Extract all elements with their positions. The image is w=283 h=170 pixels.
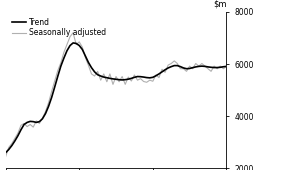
Seasonally adjusted	[191, 68, 194, 70]
Trend	[191, 67, 194, 69]
Trend	[4, 152, 7, 154]
Seasonally adjusted	[225, 66, 228, 68]
Trend	[53, 86, 56, 88]
Trend	[81, 48, 84, 50]
Seasonally adjusted	[206, 68, 210, 70]
Trend	[71, 42, 75, 44]
Trend	[197, 65, 200, 67]
Line: Seasonally adjusted: Seasonally adjusted	[6, 33, 226, 157]
Trend	[117, 79, 121, 81]
Seasonally adjusted	[197, 65, 200, 67]
Trend	[225, 65, 228, 67]
Legend: Trend, Seasonally adjusted: Trend, Seasonally adjusted	[12, 17, 107, 38]
Seasonally adjusted	[4, 156, 7, 158]
Line: Trend: Trend	[6, 43, 226, 153]
Trend	[206, 66, 210, 68]
Seasonally adjusted	[81, 46, 84, 48]
Seasonally adjusted	[71, 32, 75, 34]
Text: $m: $m	[213, 0, 226, 9]
Seasonally adjusted	[117, 81, 121, 83]
Seasonally adjusted	[53, 80, 56, 82]
